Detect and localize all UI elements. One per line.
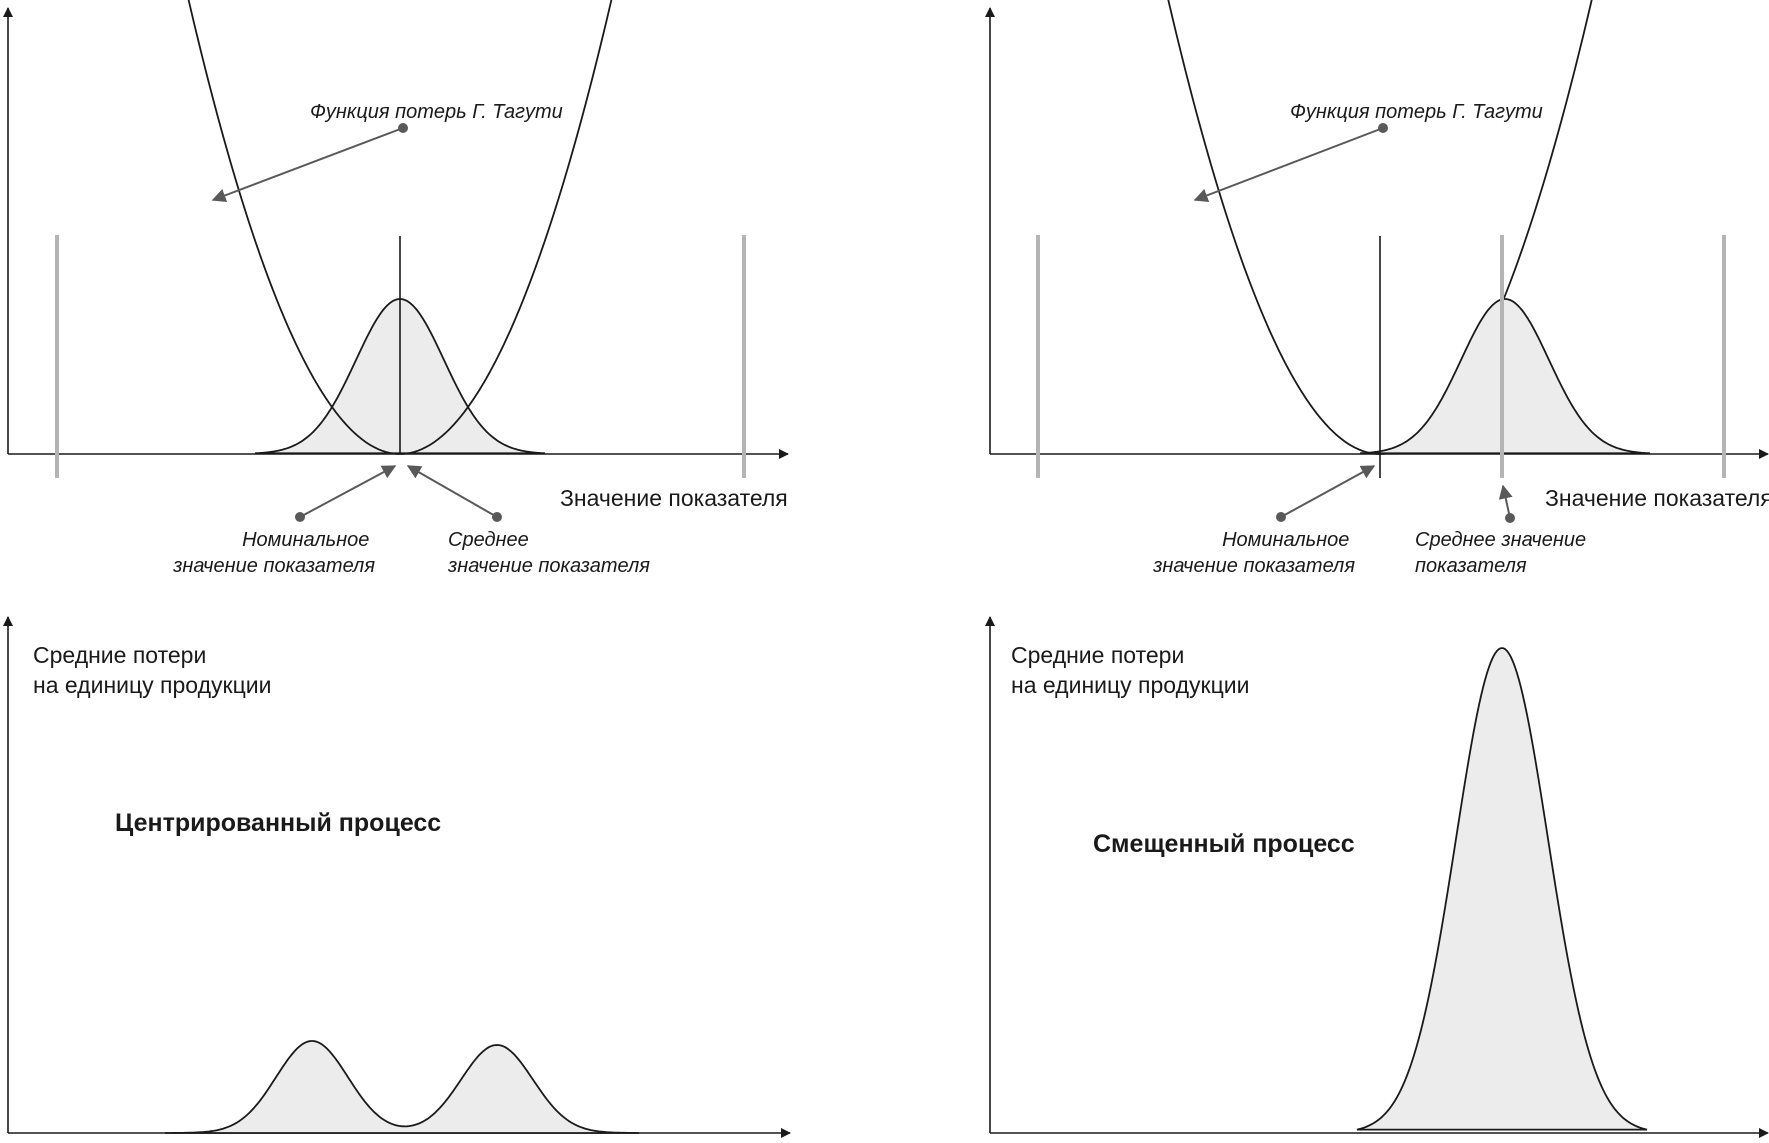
nominal-label-line-1: Номинальное: [242, 529, 369, 551]
svg-text:Среднее значение показат: Среднее значение показателя: [1415, 529, 1592, 577]
loss-function-pointer: [211, 127, 404, 203]
svg-text:Номинальное значение пок: Номинальное значение показателя: [1152, 529, 1355, 577]
nominal-value-pointer: [1280, 465, 1376, 518]
mean-label-line-1: Среднее значение: [1415, 529, 1586, 551]
y-axis-label-line-1: Средние потери: [33, 642, 206, 668]
svg-text:Среднее значение показат: Среднее значение показателя: [447, 529, 650, 577]
mean-label-line-2: показателя: [1415, 555, 1527, 577]
y-axis-label-line-1: Средние потери: [1011, 642, 1184, 668]
distribution-curve: [1359, 298, 1651, 455]
nominal-label-line-2: значение показателя: [1152, 555, 1355, 577]
svg-text:Средние потери на единиц: Средние потери на единицу продукции: [1011, 642, 1249, 698]
mean-label-line-2: значение показателя: [447, 555, 650, 577]
mean-value-pointer: [406, 465, 498, 518]
y-axis-label-line-2: на единицу продукции: [33, 672, 271, 698]
mean-value-pointer: [1498, 484, 1513, 519]
loss-function-pointer: [1193, 127, 1384, 203]
panel-top-left: Функция потерь Г. Тагути Значение показа…: [2, 0, 789, 577]
svg-text:Номинальное значение пок: Номинальное значение показателя: [172, 529, 375, 577]
loss-function-curve: [187, 0, 613, 455]
x-axis-label: Значение показателя: [1545, 485, 1769, 511]
panel-top-right: Функция потерь Г. Тагути Значение показа…: [985, 0, 1769, 577]
panel-bottom-right: Средние потери на единицу продукции Смещ…: [985, 616, 1769, 1138]
panel-title: Смещенный процесс: [1093, 830, 1355, 858]
average-loss-curve: [165, 1040, 639, 1134]
nominal-value-pointer: [299, 465, 397, 518]
svg-text:Средние потери на единиц: Средние потери на единицу продукции: [33, 642, 271, 698]
panel-bottom-left: Средние потери на единицу продукции Цент…: [2, 616, 791, 1138]
nominal-label-line-2: значение показателя: [172, 555, 375, 577]
loss-function-label: Функция потерь Г. Тагути: [310, 101, 563, 123]
average-loss-curve: [1356, 647, 1648, 1131]
y-axis-label-line-2: на единицу продукции: [1011, 672, 1249, 698]
nominal-label-line-1: Номинальное: [1222, 529, 1349, 551]
panel-title: Центрированный процесс: [115, 809, 441, 837]
loss-function-label: Функция потерь Г. Тагути: [1290, 101, 1543, 123]
mean-label-line-1: Среднее: [448, 529, 529, 551]
x-axis-label: Значение показателя: [560, 485, 788, 511]
